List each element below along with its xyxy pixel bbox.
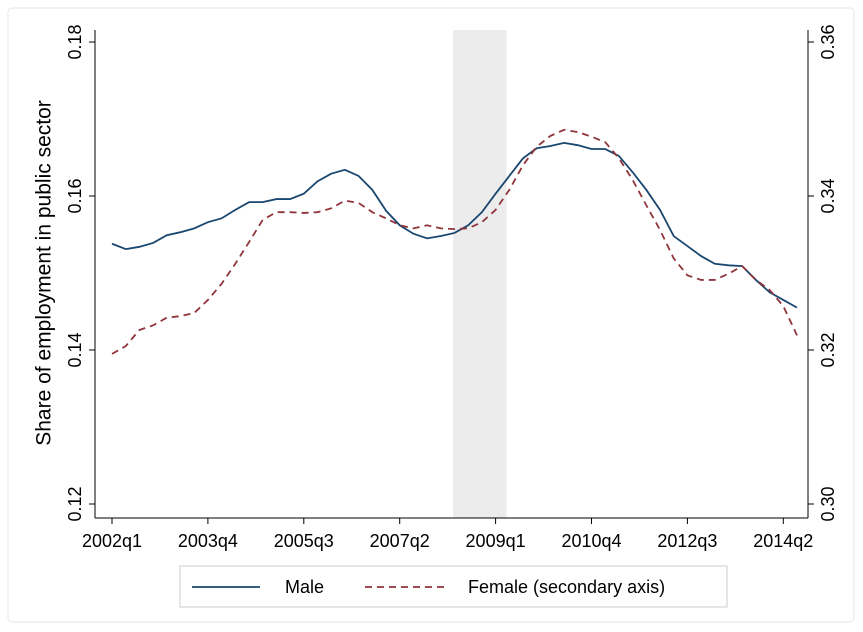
y-tick-label: 0.18 bbox=[65, 24, 85, 59]
legend-label: Female (secondary axis) bbox=[468, 577, 665, 597]
x-tick-label: 2005q3 bbox=[274, 531, 334, 551]
shaded-period bbox=[453, 30, 507, 518]
y2-tick-label: 0.34 bbox=[818, 178, 838, 213]
legend-box bbox=[179, 565, 728, 608]
legend-label: Male bbox=[285, 577, 324, 597]
series-line bbox=[111, 141, 798, 309]
series-line bbox=[111, 128, 798, 355]
chart-frame bbox=[7, 7, 855, 623]
x-tick-label: 2014q2 bbox=[753, 531, 813, 551]
x-tick-label: 2003q4 bbox=[178, 531, 238, 551]
y-tick-label: 0.14 bbox=[65, 332, 85, 367]
y2-tick-label: 0.36 bbox=[818, 24, 838, 59]
x-tick-label: 2012q3 bbox=[657, 531, 717, 551]
y2-tick-label: 0.32 bbox=[818, 332, 838, 367]
y-tick-label: 0.16 bbox=[65, 178, 85, 213]
y2-tick-label: 0.30 bbox=[818, 486, 838, 521]
x-tick-label: 2007q2 bbox=[370, 531, 430, 551]
x-tick-label: 2009q1 bbox=[466, 531, 526, 551]
x-tick-label: 2002q1 bbox=[82, 531, 142, 551]
y-axis-title: Share of employment in public sector bbox=[33, 100, 56, 446]
y-tick-label: 0.12 bbox=[65, 486, 85, 521]
x-tick-label: 2010q4 bbox=[561, 531, 621, 551]
